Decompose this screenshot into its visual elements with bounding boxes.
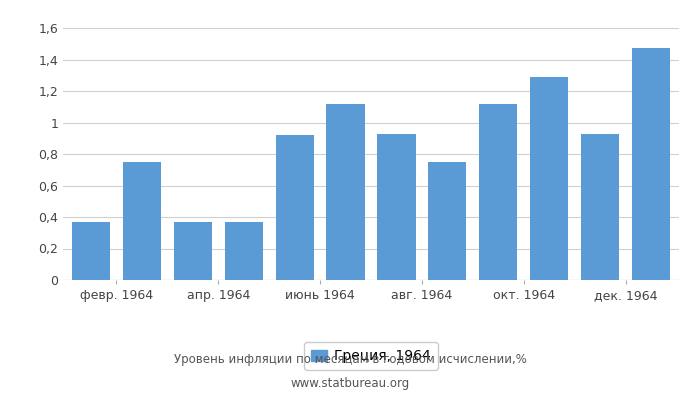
- Bar: [174, 222, 212, 280]
- Bar: [377, 134, 416, 280]
- Bar: [428, 162, 466, 280]
- Bar: [530, 77, 568, 280]
- Bar: [122, 162, 161, 280]
- Bar: [326, 104, 365, 280]
- Text: Уровень инфляции по месяцам в годовом исчислении,%: Уровень инфляции по месяцам в годовом ис…: [174, 354, 526, 366]
- Bar: [276, 135, 314, 280]
- Bar: [72, 222, 110, 280]
- Text: www.statbureau.org: www.statbureau.org: [290, 378, 410, 390]
- Bar: [632, 48, 670, 280]
- Bar: [225, 222, 262, 280]
- Bar: [581, 134, 620, 280]
- Bar: [480, 104, 517, 280]
- Legend: Греция, 1964: Греция, 1964: [304, 342, 438, 370]
